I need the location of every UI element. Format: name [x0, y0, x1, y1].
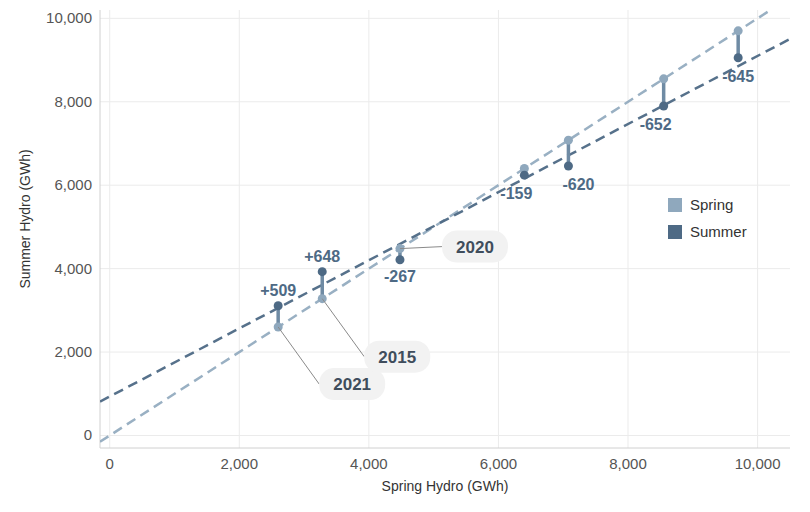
trend-line	[100, 39, 790, 402]
x-axis-title: Spring Hydro (GWh)	[382, 478, 509, 494]
difference-label: +509	[260, 282, 296, 299]
y-tick-label: 6,000	[54, 176, 92, 193]
difference-label: +648	[304, 248, 340, 265]
difference-label: -620	[562, 176, 594, 193]
y-grid-line	[100, 352, 790, 353]
difference-label: -267	[384, 268, 416, 285]
y-axis-title: Summer Hydro (GWh)	[17, 149, 33, 288]
x-grid-line	[757, 10, 758, 448]
y-axis-line	[100, 10, 101, 448]
callout-box	[442, 231, 508, 263]
x-grid-line	[628, 10, 629, 448]
x-tick-label: 8,000	[609, 455, 647, 472]
point	[520, 171, 529, 180]
x-grid-line	[498, 10, 499, 448]
point	[659, 74, 668, 83]
y-grid-line	[100, 435, 790, 436]
x-axis-line	[100, 448, 790, 449]
x-tick-label: 6,000	[480, 455, 518, 472]
point	[564, 162, 573, 171]
legend-swatch	[668, 198, 682, 212]
difference-label: -652	[640, 116, 672, 133]
y-tick-label: 8,000	[54, 93, 92, 110]
x-tick-label: 10,000	[735, 455, 781, 472]
chart: 0 2,000 4,000 6,000 8,000 10,000 0 2,000 4,000 6,…	[0, 0, 810, 512]
point	[734, 53, 743, 62]
y-grid-line	[100, 18, 790, 19]
callout-leader	[400, 247, 442, 249]
x-tick-label: 0	[106, 455, 114, 472]
point	[395, 255, 404, 264]
legend-swatch	[668, 225, 682, 239]
y-tick-label: 2,000	[54, 343, 92, 360]
plot-area	[100, 10, 790, 442]
point	[564, 136, 573, 145]
y-grid-line	[100, 101, 790, 102]
y-tick-label: 4,000	[54, 260, 92, 277]
point-label: 2020	[456, 238, 494, 257]
point-label: 2015	[378, 348, 416, 367]
x-grid-line	[239, 10, 240, 448]
trend-line	[100, 10, 790, 442]
callout-box	[319, 368, 385, 400]
difference-label: -159	[500, 185, 532, 202]
legend-label: Summer	[690, 223, 747, 240]
grid	[100, 10, 790, 448]
y-tick-label: 10,000	[46, 9, 92, 26]
point	[318, 267, 327, 276]
y-grid-line	[100, 185, 790, 186]
x-grid-line	[109, 10, 110, 448]
y-grid-line	[100, 268, 790, 269]
y-tick-label: 0	[84, 426, 92, 443]
x-tick-label: 4,000	[350, 455, 388, 472]
callout-leader	[278, 327, 319, 384]
difference-label: -645	[722, 68, 754, 85]
x-tick-label: 2,000	[221, 455, 259, 472]
callout-box	[364, 341, 430, 373]
point-label: 2021	[333, 375, 371, 394]
point	[734, 26, 743, 35]
legend-label: Spring	[690, 196, 733, 213]
callout-leader	[322, 299, 364, 357]
point	[659, 102, 668, 111]
point	[274, 301, 283, 310]
